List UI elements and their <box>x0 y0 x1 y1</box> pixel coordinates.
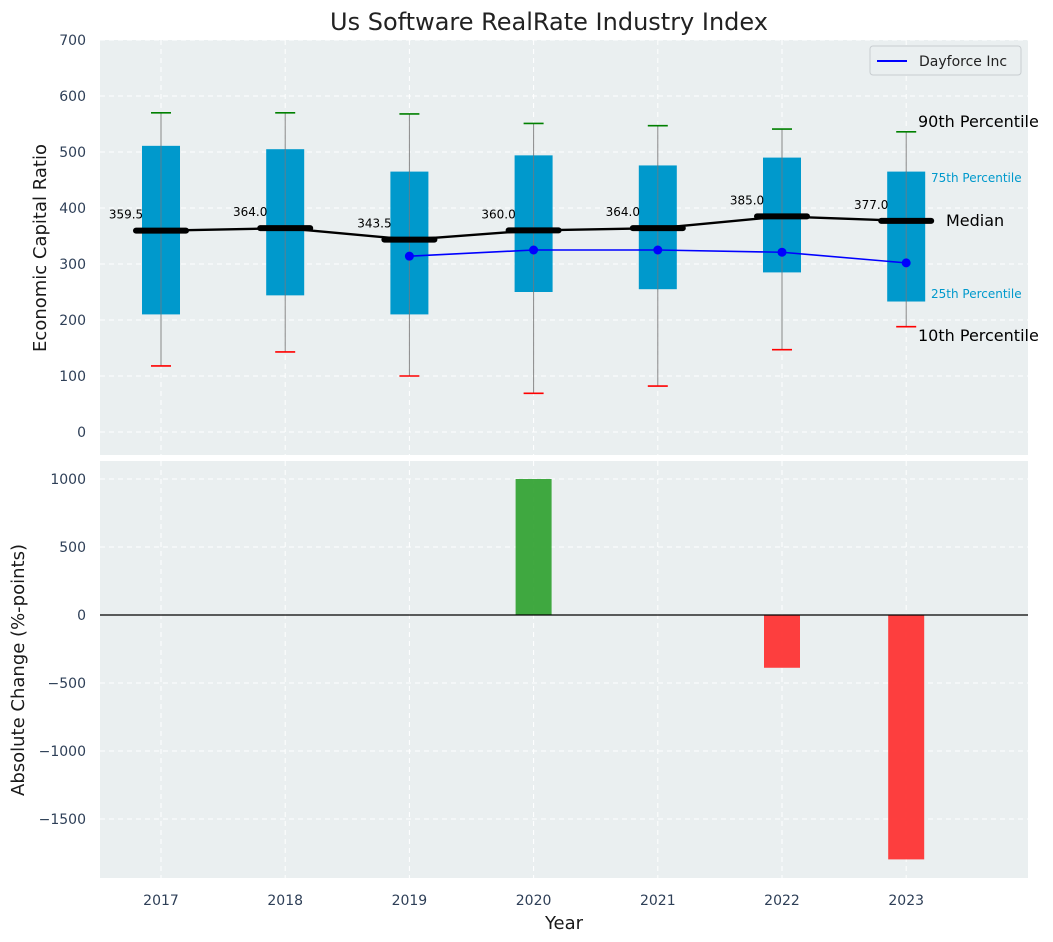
company-point <box>777 247 787 257</box>
x-tick-label: 2019 <box>392 893 428 909</box>
median-label: Median <box>946 211 1004 230</box>
y-tick-label: 400 <box>59 201 86 217</box>
bottom-y-axis-label: Absolute Change (%-points) <box>8 544 29 796</box>
company-point <box>653 245 663 255</box>
y-tick-label: 300 <box>59 257 86 273</box>
x-axis-label: Year <box>544 913 584 934</box>
top-y-axis-label: Economic Capital Ratio <box>30 144 51 352</box>
x-tick-label: 2018 <box>267 893 303 909</box>
p25-label: 25th Percentile <box>931 287 1022 301</box>
x-tick-label: 2022 <box>764 893 800 909</box>
legend-label: Dayforce Inc <box>919 54 1007 70</box>
x-tick-label: 2020 <box>516 893 552 909</box>
y-tick-label: 0 <box>77 608 86 624</box>
y-tick-label: 1000 <box>50 472 86 488</box>
median-trend <box>160 215 907 241</box>
y-tick-label: 500 <box>59 540 86 556</box>
x-tick-label: 2023 <box>888 893 924 909</box>
median-value-label: 359.5 <box>109 208 143 222</box>
top-y-ticks: 0 100 200 300 400 500 600 700 <box>59 33 86 441</box>
y-tick-label: −1000 <box>39 744 86 760</box>
median-value-label: 364.0 <box>233 205 267 219</box>
company-point <box>404 251 414 261</box>
legend-box <box>869 45 1022 76</box>
y-tick-label: 100 <box>59 369 86 385</box>
company-point <box>529 245 539 255</box>
change-bar <box>888 615 925 860</box>
company-series <box>404 245 911 268</box>
change-bar <box>515 479 552 615</box>
median-value-label: 385.0 <box>730 193 764 207</box>
top-plot-area <box>100 40 1028 455</box>
median-line <box>160 215 907 241</box>
p90-label: 90th Percentile <box>918 112 1039 131</box>
y-tick-label: 600 <box>59 89 86 105</box>
y-tick-label: 500 <box>59 145 86 161</box>
p75-label: 75th Percentile <box>931 171 1022 185</box>
bottom-plot-area <box>100 461 1028 878</box>
change-bar <box>764 615 800 668</box>
chart-title: Us Software RealRate Industry Index <box>330 8 768 36</box>
bottom-y-ticks: −1500 −1000 −500 0 500 1000 <box>39 472 86 828</box>
y-tick-label: −1500 <box>39 812 86 828</box>
median-value-label: 343.5 <box>357 217 391 231</box>
p10-label: 10th Percentile <box>918 326 1039 345</box>
median-value-label: 377.0 <box>854 198 888 212</box>
y-tick-label: 700 <box>59 33 86 49</box>
median-value-label: 364.0 <box>606 205 640 219</box>
y-tick-label: 200 <box>59 313 86 329</box>
y-tick-label: −500 <box>48 676 86 692</box>
x-tick-label: 2017 <box>143 893 179 909</box>
x-tick-label: 2021 <box>640 893 676 909</box>
company-point <box>901 258 911 268</box>
y-tick-label: 0 <box>77 425 86 441</box>
change-bars <box>515 479 925 860</box>
x-ticks: 2017 2018 2019 2020 2021 2022 2023 <box>143 893 924 909</box>
median-value-label: 360.0 <box>481 207 515 221</box>
legend: Dayforce Inc <box>869 45 1022 76</box>
